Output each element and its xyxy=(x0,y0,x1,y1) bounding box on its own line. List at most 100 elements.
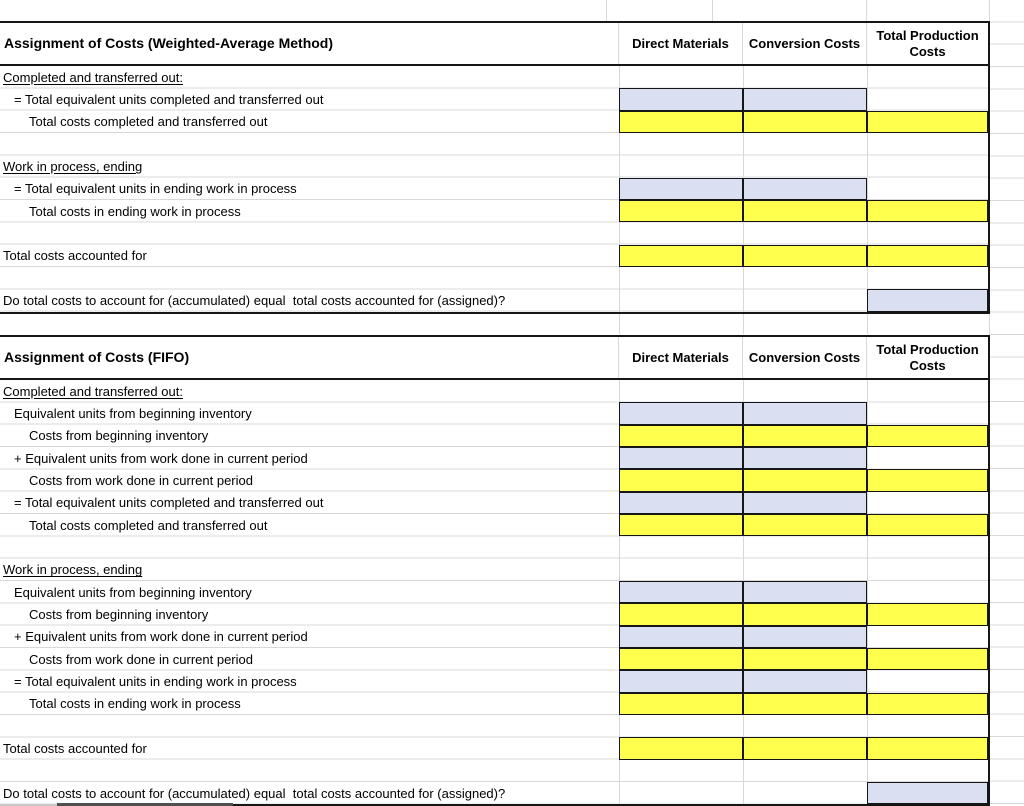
cell-direct-materials xyxy=(619,133,743,155)
cell-conversion-costs[interactable] xyxy=(743,647,867,671)
bottom-scrollbar-fragment[interactable] xyxy=(57,803,233,806)
cell-direct-materials xyxy=(619,66,743,88)
cell-total-production-costs[interactable] xyxy=(867,110,988,133)
table-row: Equivalent units from beginning inventor… xyxy=(0,402,988,425)
row-label-cell: = Total equivalent units in ending work … xyxy=(14,181,297,197)
row-label-cell: Total costs completed and transferred ou… xyxy=(29,517,268,533)
cell-conversion-costs[interactable] xyxy=(743,402,867,425)
row-label-cell xyxy=(0,715,619,737)
cell-conversion-costs[interactable] xyxy=(743,110,867,133)
cell-conversion-costs xyxy=(743,133,867,155)
cell-direct-materials[interactable] xyxy=(619,446,743,470)
column-header-total-production-costs: Total Production Costs xyxy=(876,27,979,59)
cell-total-production-costs[interactable] xyxy=(867,781,988,805)
cell-total-production-costs[interactable] xyxy=(867,737,988,760)
cell-direct-materials[interactable] xyxy=(619,491,743,514)
cell-total-production-costs xyxy=(867,626,988,648)
row-label-cell: Do total costs to account for (accumulat… xyxy=(3,292,506,308)
cell-conversion-costs[interactable] xyxy=(743,88,867,111)
row-label-cell: + Equivalent units from work done in cur… xyxy=(14,629,308,645)
row-label-cell xyxy=(0,133,619,155)
cell-conversion-costs[interactable] xyxy=(743,580,867,604)
row-label-cell: = Total equivalent units completed and t… xyxy=(14,91,324,107)
cell-direct-materials[interactable] xyxy=(619,580,743,604)
cell-total-production-costs[interactable] xyxy=(867,692,988,715)
cell-total-production-costs xyxy=(867,447,988,469)
gridline xyxy=(619,314,620,334)
cell-direct-materials[interactable] xyxy=(619,177,743,200)
cell-direct-materials xyxy=(619,380,743,402)
cell-direct-materials xyxy=(619,267,743,289)
cell-direct-materials[interactable] xyxy=(619,603,743,626)
table-title: Assignment of Costs (FIFO) xyxy=(4,349,190,366)
weighted-average-header-row: Assignment of Costs (Weighted-Average Me… xyxy=(0,21,988,66)
weighted-average-body: Completed and transferred out: = Total e… xyxy=(0,66,988,312)
cell-total-production-costs[interactable] xyxy=(867,424,988,447)
cell-total-production-costs xyxy=(867,670,988,692)
cell-total-production-costs[interactable] xyxy=(867,469,988,492)
cell-total-production-costs xyxy=(867,178,988,200)
column-header-direct-materials: Direct Materials xyxy=(619,23,743,64)
gridline xyxy=(606,0,607,21)
cell-direct-materials[interactable] xyxy=(619,625,743,648)
cell-conversion-costs[interactable] xyxy=(743,603,867,626)
gridline xyxy=(867,314,868,334)
cell-conversion-costs[interactable] xyxy=(743,199,867,223)
cell-direct-materials[interactable] xyxy=(619,199,743,223)
cell-direct-materials[interactable] xyxy=(619,469,743,492)
table-row: Do total costs to account for (accumulat… xyxy=(0,781,988,805)
cell-total-production-costs[interactable] xyxy=(867,199,988,223)
cell-conversion-costs[interactable] xyxy=(743,513,867,537)
table-title-cell: Assignment of Costs (Weighted-Average Me… xyxy=(0,23,619,64)
gridline xyxy=(867,66,868,312)
cell-total-production-costs[interactable] xyxy=(867,603,988,626)
table-row: Total costs in ending work in process xyxy=(0,692,988,715)
table-row: + Equivalent units from work done in cur… xyxy=(0,446,988,470)
cell-conversion-costs[interactable] xyxy=(743,692,867,715)
cell-direct-materials[interactable] xyxy=(619,244,743,267)
row-label-cell xyxy=(0,760,619,782)
table-row: Total costs completed and transferred ou… xyxy=(0,513,988,537)
gridline xyxy=(866,0,867,21)
cell-total-production-costs[interactable] xyxy=(867,289,988,312)
cell-direct-materials[interactable] xyxy=(619,647,743,671)
cell-direct-materials xyxy=(619,155,743,177)
cell-direct-materials[interactable] xyxy=(619,670,743,693)
cell-total-production-costs[interactable] xyxy=(867,647,988,671)
table-row: Work in process, ending xyxy=(0,155,988,177)
cell-total-production-costs xyxy=(867,88,988,110)
cell-total-production-costs[interactable] xyxy=(867,513,988,537)
cell-conversion-costs[interactable] xyxy=(743,670,867,693)
cell-direct-materials[interactable] xyxy=(619,737,743,760)
cell-direct-materials[interactable] xyxy=(619,513,743,537)
cell-direct-materials[interactable] xyxy=(619,110,743,133)
row-label-cell xyxy=(0,267,619,289)
cell-direct-materials[interactable] xyxy=(619,88,743,111)
cell-conversion-costs[interactable] xyxy=(743,177,867,200)
cell-conversion-costs xyxy=(743,782,867,804)
table-row: = Total equivalent units in ending work … xyxy=(0,177,988,200)
cell-conversion-costs xyxy=(743,559,867,581)
gridline xyxy=(712,0,713,21)
cell-direct-materials[interactable] xyxy=(619,402,743,425)
weighted-average-table: Assignment of Costs (Weighted-Average Me… xyxy=(0,21,990,314)
cell-direct-materials[interactable] xyxy=(619,692,743,715)
cell-total-production-costs[interactable] xyxy=(867,244,988,267)
cell-conversion-costs[interactable] xyxy=(743,446,867,470)
table-row: Total costs accounted for xyxy=(0,244,988,267)
cell-total-production-costs xyxy=(867,267,988,289)
table-row xyxy=(0,267,988,289)
row-label-cell: Costs from beginning inventory xyxy=(29,606,209,622)
cell-conversion-costs[interactable] xyxy=(743,491,867,514)
cell-conversion-costs[interactable] xyxy=(743,244,867,267)
cell-conversion-costs[interactable] xyxy=(743,469,867,492)
cell-conversion-costs xyxy=(743,380,867,402)
gridline xyxy=(743,314,744,334)
cell-conversion-costs[interactable] xyxy=(743,625,867,648)
table-row xyxy=(0,133,988,155)
cell-conversion-costs[interactable] xyxy=(743,424,867,447)
cell-conversion-costs[interactable] xyxy=(743,737,867,760)
cell-direct-materials[interactable] xyxy=(619,424,743,447)
cell-direct-materials xyxy=(619,289,743,311)
cell-total-production-costs xyxy=(867,155,988,177)
